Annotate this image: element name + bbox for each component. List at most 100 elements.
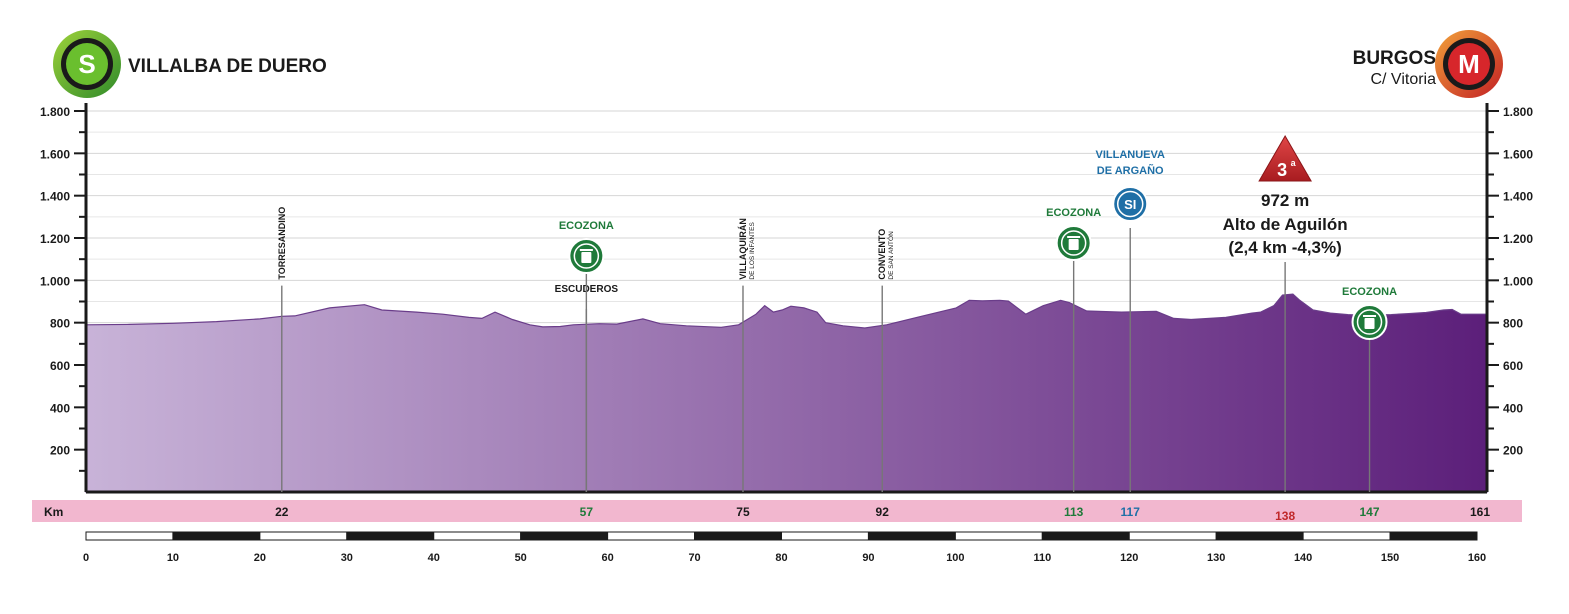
scale-bar-segment [520, 531, 609, 541]
scale-tick-label: 90 [862, 552, 874, 564]
climb-category-suffix: a [1291, 158, 1297, 168]
km-marker-label: 57 [580, 505, 594, 519]
km-marker-label: 117 [1121, 505, 1141, 519]
scale-tick-label: 10 [167, 552, 179, 564]
start-badge: S [53, 30, 121, 98]
y-tick-label-right: 1.400 [1503, 190, 1533, 204]
scale-bar-segment [433, 531, 522, 541]
y-tick-label-left: 400 [50, 401, 70, 415]
y-tick-label-right: 1.200 [1503, 232, 1533, 246]
scale-tick-label: 30 [341, 552, 353, 564]
km-band [32, 500, 1522, 522]
scale-bar-segment [607, 531, 696, 541]
y-tick-label-right: 400 [1503, 401, 1523, 415]
y-tick-label-left: 1.200 [40, 232, 70, 246]
km-marker-label: 92 [876, 505, 890, 519]
scale-tick-label: 150 [1381, 552, 1399, 564]
scale-bar-segment [259, 531, 348, 541]
y-tick-label-left: 1.400 [40, 190, 70, 204]
scale-tick-label: 110 [1033, 552, 1051, 564]
km-marker-label: 113 [1064, 505, 1084, 519]
scale-bar-segment [85, 531, 174, 541]
scale-bar-segment [954, 531, 1043, 541]
scale-tick-label: 140 [1294, 552, 1312, 564]
start-town-name: VILLALBA DE DUERO [128, 56, 327, 77]
finish-badge-letter: M [1458, 49, 1480, 79]
place-label: TORRESANDINO [277, 207, 287, 280]
scale-bar-segment [1389, 531, 1478, 541]
scale-tick-label: 60 [602, 552, 614, 564]
ecozona-label: ECOZONA [1046, 207, 1101, 219]
trash-bin-icon [1364, 318, 1375, 329]
climb-category-triangle [1258, 135, 1312, 182]
sprint-badge-ring [1116, 190, 1144, 218]
place-sublabel: DE SAN ANTÓN [886, 231, 895, 280]
scale-bar-segment [781, 531, 869, 541]
scale-tick-label: 120 [1120, 552, 1138, 564]
chart-axes: 200 200 400 400 600 600 800 800 1.000 1.000 1.200 1… [40, 103, 1533, 494]
climb-category-number: 3 [1277, 160, 1287, 180]
km-marker-label: 22 [275, 505, 289, 519]
scale-tick-label: 130 [1207, 552, 1225, 564]
distance-scale-bar: 0 10 20 30 40 50 60 70 80 90 100 110 120 130 140 150 160 [83, 531, 1486, 564]
y-tick-label-right: 800 [1503, 317, 1523, 331]
y-tick-label-right: 1.600 [1503, 147, 1533, 161]
trash-bin-lid-icon [579, 249, 593, 251]
place-label-group: CONVENTO DE SAN ANTÓN [877, 229, 895, 280]
scale-tick-label: 40 [428, 552, 440, 564]
y-tick-label-left: 1.000 [40, 274, 70, 288]
scale-bar-segment [346, 531, 435, 541]
ecozona-badge-ring [573, 243, 600, 269]
ecozona-label: ECOZONA [559, 220, 614, 232]
start-badge-letter: S [78, 49, 95, 79]
climb-name: Alto de Aguilón [1223, 215, 1348, 234]
place-sublabel: DE LOS INFANTES [749, 222, 756, 280]
climb-details: (2,4 km -4,3%) [1228, 238, 1341, 257]
scale-tick-label: 80 [775, 552, 787, 564]
place-label: CONVENTO [877, 229, 887, 280]
chart-markers: TORRESANDINOESCUDEROSVILLAQUIRÁNDE LOS I… [277, 135, 1397, 492]
y-tick-label-left: 200 [50, 444, 70, 458]
sprint-label-line2: DE ARGAÑO [1097, 164, 1164, 177]
place-label-group: VILLAQUIRÁN DE LOS INFANTES [738, 218, 756, 280]
scale-bar-segment [1215, 531, 1304, 541]
scale-bar-segment [694, 531, 782, 541]
sprint-label-line1: VILLANUEVA [1095, 149, 1165, 161]
scale-tick-label: 20 [254, 552, 266, 564]
ecozona-badge-ring [1060, 230, 1087, 256]
trash-bin-lid-icon [1067, 236, 1081, 238]
scale-tick-label: 100 [946, 552, 964, 564]
trash-bin-icon [1068, 239, 1079, 250]
scale-bar-segment [867, 531, 956, 541]
scale-tick-label: 0 [83, 552, 89, 564]
y-tick-label-left: 600 [50, 359, 70, 373]
y-tick-label-right: 1.000 [1503, 274, 1533, 288]
y-tick-label-right: 600 [1503, 359, 1523, 373]
place-label: VILLAQUIRÁN [738, 218, 748, 280]
scale-bar-segment [172, 531, 261, 541]
y-tick-label-right: 1.800 [1503, 105, 1533, 119]
km-band-markers: 22 57 75 92 113 117 138 147 161 [275, 505, 1490, 523]
km-band-label: Km [44, 505, 63, 519]
km-marker-label: 138 [1275, 509, 1295, 523]
climb-altitude: 972 m [1261, 191, 1309, 210]
trash-bin-icon [581, 252, 592, 263]
y-tick-label-left: 800 [50, 317, 70, 331]
scale-bar-segment [1041, 531, 1130, 541]
trash-bin-lid-icon [1363, 315, 1377, 317]
finish-badge: M [1435, 30, 1503, 98]
y-tick-label-right: 200 [1503, 444, 1523, 458]
place-label-group: TORRESANDINO [277, 207, 287, 280]
scale-bar-segment [1302, 531, 1391, 541]
km-marker-label: 147 [1360, 505, 1380, 519]
y-tick-label-left: 1.600 [40, 147, 70, 161]
finish-street-name: C/ Vitoria [1370, 71, 1436, 88]
km-marker-label: 161 [1470, 505, 1490, 519]
finish-town-name: BURGOS [1352, 48, 1436, 69]
km-marker-label: 75 [736, 505, 750, 519]
ecozona-badge-ring [1356, 309, 1383, 335]
elevation-profile-area [85, 293, 1488, 493]
scale-tick-label: 70 [688, 552, 700, 564]
ecozona-label: ECOZONA [1342, 286, 1397, 298]
